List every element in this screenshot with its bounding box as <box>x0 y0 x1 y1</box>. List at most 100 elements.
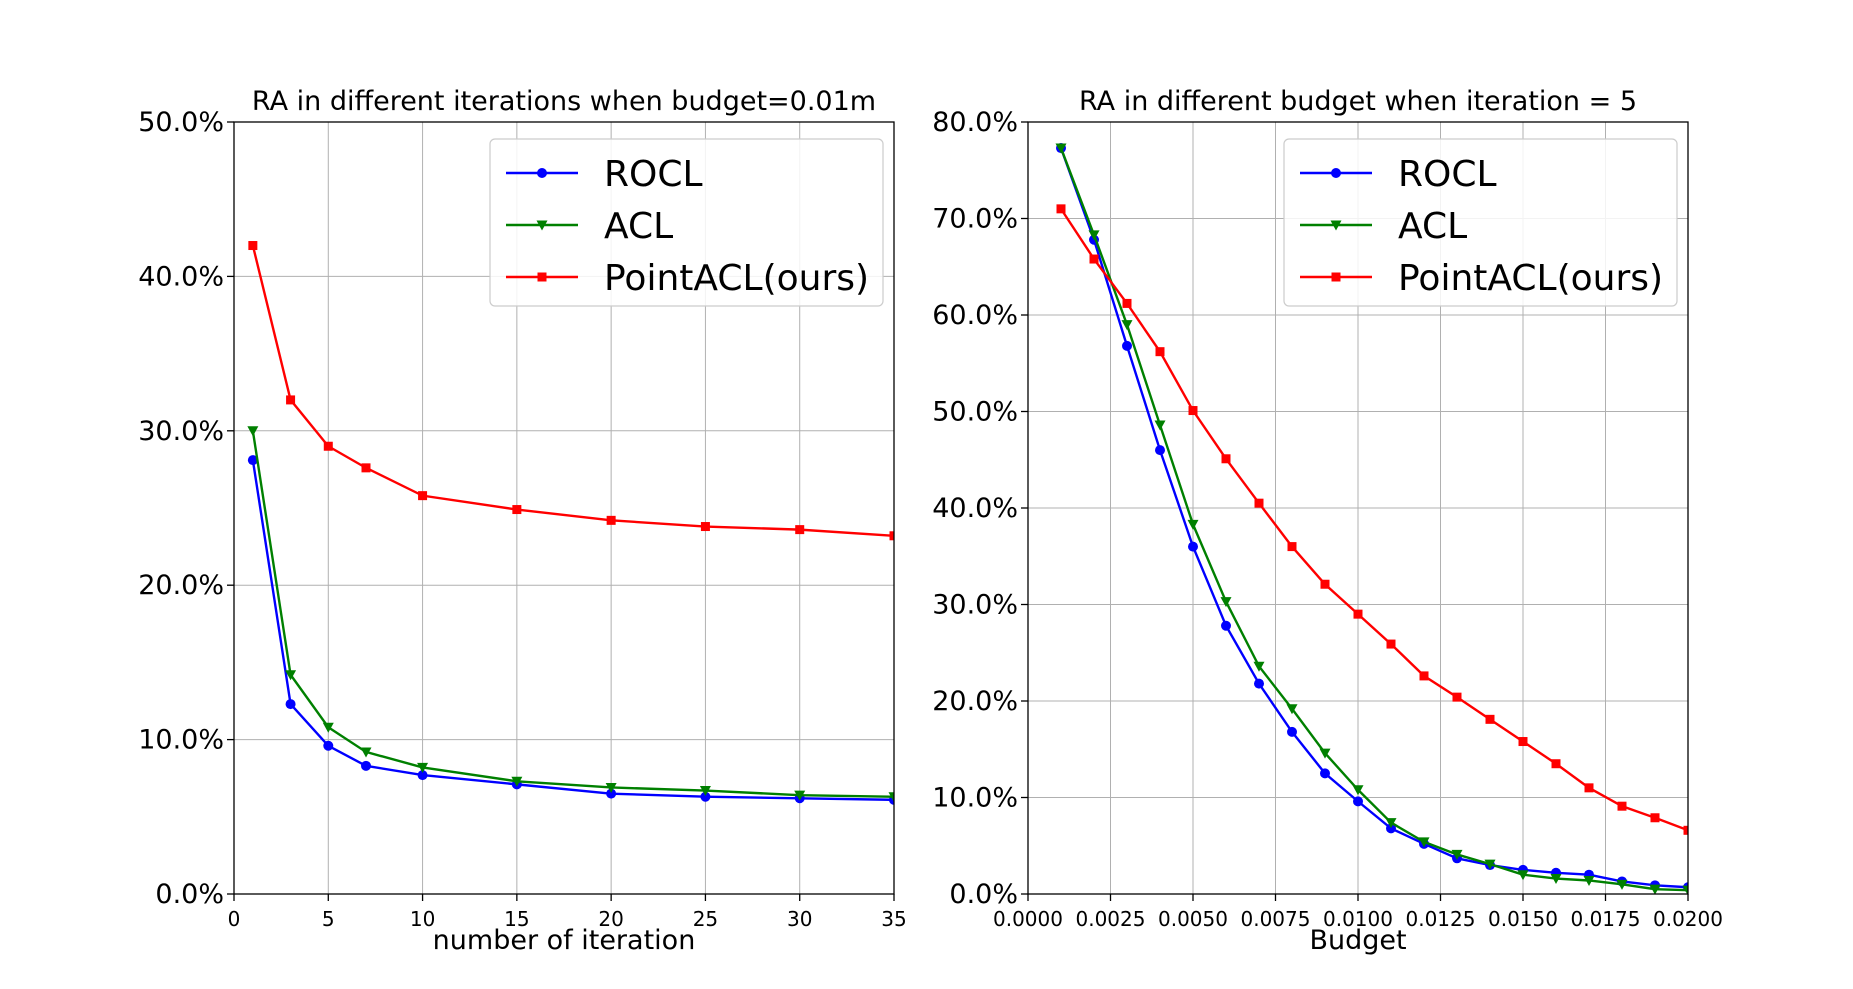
chart-1-legend-label-pointacl-ours: PointACL(ours) <box>604 258 869 299</box>
chart-1-series-line-pointacl-ours <box>251 245 894 537</box>
chart-2-point-pointacl-ours <box>1650 813 1660 823</box>
chart-2-point-pointacl-ours <box>1617 801 1627 811</box>
chart-2-x-tick-label: 0.0100 <box>1323 907 1393 931</box>
chart-right-panel: 0.0000 0.0025 0.0050 0.0075 0.0100 0.0125 0.01… <box>932 86 1723 956</box>
chart-2-y-tick-label: 70.0% <box>932 204 1018 235</box>
chart-2-legend-marker-rocl <box>1331 168 1341 178</box>
chart-1-point-rocl <box>323 740 334 751</box>
chart-2-point-acl <box>1517 870 1529 881</box>
chart-1-point-pointacl-ours <box>286 395 296 405</box>
chart-1-x-tick-label: 5 <box>322 907 335 931</box>
chart-2-series-line-pointacl-ours <box>1059 208 1688 832</box>
chart-1-legend-marker-rocl <box>537 168 547 178</box>
chart-2-point-pointacl-ours <box>1254 498 1264 508</box>
chart-2-legend-label-rocl: ROCL <box>1398 154 1497 195</box>
chart-2-x-tick-label: 0.0150 <box>1488 907 1558 931</box>
chart-1-point-pointacl-ours <box>323 441 333 451</box>
chart-1-point-acl <box>285 670 297 681</box>
chart-2-point-pointacl-ours <box>1287 542 1297 552</box>
chart-2-point-acl <box>1352 785 1364 796</box>
chart-1-point-acl <box>888 792 894 803</box>
chart-2-point-pointacl-ours <box>1485 714 1495 724</box>
chart-2-point-acl <box>1055 143 1067 154</box>
chart-1-x-tick-label: 35 <box>881 907 906 931</box>
chart-2-y-tick-label: 20.0% <box>932 686 1018 717</box>
chart-2-point-acl <box>1616 879 1628 890</box>
chart-2-point-acl <box>1154 420 1166 431</box>
chart-2-x-tick-label: 0.0125 <box>1406 907 1476 931</box>
chart-1-point-pointacl-ours <box>512 505 522 515</box>
chart-1-x-tick-label: 20 <box>598 907 623 931</box>
chart-2-legend-label-pointacl-ours: PointACL(ours) <box>1398 258 1663 299</box>
chart-2-plot-area <box>1055 143 1688 894</box>
chart-1-point-rocl <box>700 791 711 802</box>
chart-1-point-acl <box>417 762 429 773</box>
chart-2-point-pointacl-ours <box>1419 671 1429 681</box>
chart-1-legend-label-acl: ACL <box>604 206 673 247</box>
chart-1-x-axis-label: number of iteration <box>433 925 696 956</box>
chart-1-series-line-rocl <box>251 459 894 802</box>
chart-1-y-tick-label: 30.0% <box>138 416 224 447</box>
chart-2-x-tick-label: 0.0050 <box>1158 907 1228 931</box>
chart-2-point-rocl <box>1386 823 1396 834</box>
chart-1-point-rocl <box>247 455 258 466</box>
chart-2-y-tick-label: 60.0% <box>932 300 1018 331</box>
chart-2-legend-label-acl: ACL <box>1398 206 1467 247</box>
chart-1-point-rocl <box>417 770 428 781</box>
chart-1-y-tick-label: 10.0% <box>138 725 224 756</box>
chart-1-point-acl <box>794 790 806 801</box>
chart-2-y-tick-label: 50.0% <box>932 397 1018 428</box>
chart-1-x-tick-label: 10 <box>410 907 435 931</box>
chart-2-point-rocl <box>1188 541 1198 552</box>
chart-1-point-rocl <box>606 788 617 799</box>
chart-1-point-pointacl-ours <box>606 515 616 525</box>
chart-2-y-tick-label: 30.0% <box>932 590 1018 621</box>
chart-2-point-rocl <box>1122 340 1132 351</box>
chart-2-point-pointacl-ours <box>1155 347 1165 357</box>
chart-2-y-tick-label: 10.0% <box>932 783 1018 814</box>
chart-2-legend-box <box>1283 138 1678 307</box>
chart-1-series-line-acl <box>251 430 894 798</box>
chart-1-legend-marker-acl <box>536 220 548 231</box>
chart-1-point-acl <box>511 776 523 787</box>
chart-2-y-tick-label: 80.0% <box>932 107 1018 138</box>
chart-1-legend-box <box>489 138 884 307</box>
chart-2-point-pointacl-ours <box>1188 406 1198 416</box>
chart-1-point-acl <box>605 782 617 793</box>
chart-1-legend-label-rocl: ROCL <box>604 154 703 195</box>
chart-2-point-pointacl-ours <box>1320 579 1330 589</box>
chart-1-x-tick-label: 30 <box>787 907 812 931</box>
chart-1-plot-area <box>247 241 894 805</box>
chart-2-point-pointacl-ours <box>1089 254 1099 264</box>
chart-2-point-acl <box>1583 875 1595 886</box>
chart-2-x-tick-label: 0.0025 <box>1076 907 1146 931</box>
chart-1-point-pointacl-ours <box>795 525 805 535</box>
chart-2-point-rocl <box>1155 445 1165 456</box>
chart-1-x-tick-label: 15 <box>504 907 529 931</box>
chart-1-axes-frame <box>233 121 895 895</box>
chart-1-point-pointacl-ours <box>700 522 710 532</box>
chart-2-point-acl <box>1451 849 1463 860</box>
chart-2-series-line-rocl <box>1059 147 1688 889</box>
chart-1-y-tick-label: 20.0% <box>138 570 224 601</box>
chart-1-point-pointacl-ours <box>889 531 894 541</box>
chart-2-x-tick-label: 0.0175 <box>1571 907 1641 931</box>
chart-2-point-acl <box>1286 704 1298 715</box>
chart-2-point-acl <box>1682 885 1688 894</box>
chart-1-point-pointacl-ours <box>418 491 428 501</box>
chart-2-point-acl <box>1385 818 1397 829</box>
chart-2-point-pointacl-ours <box>1452 692 1462 702</box>
chart-2-legend-marker-pointacl-ours <box>1331 272 1341 282</box>
chart-1-legend: ROCL ACL PointACL(ours) <box>489 138 884 307</box>
chart-2-y-tick-label: 40.0% <box>932 493 1018 524</box>
chart-2-point-pointacl-ours <box>1551 759 1561 769</box>
chart-1-point-rocl <box>361 760 371 771</box>
chart-2-point-acl <box>1319 748 1331 759</box>
chart-1-title: RA in different iterations when budget=0… <box>252 86 876 117</box>
chart-1-point-acl <box>322 722 334 733</box>
chart-2-point-rocl <box>1254 678 1264 689</box>
chart-1-y-tick-label: 40.0% <box>138 261 224 292</box>
chart-1-point-acl <box>247 426 259 437</box>
chart-2-point-pointacl-ours <box>1221 454 1231 464</box>
